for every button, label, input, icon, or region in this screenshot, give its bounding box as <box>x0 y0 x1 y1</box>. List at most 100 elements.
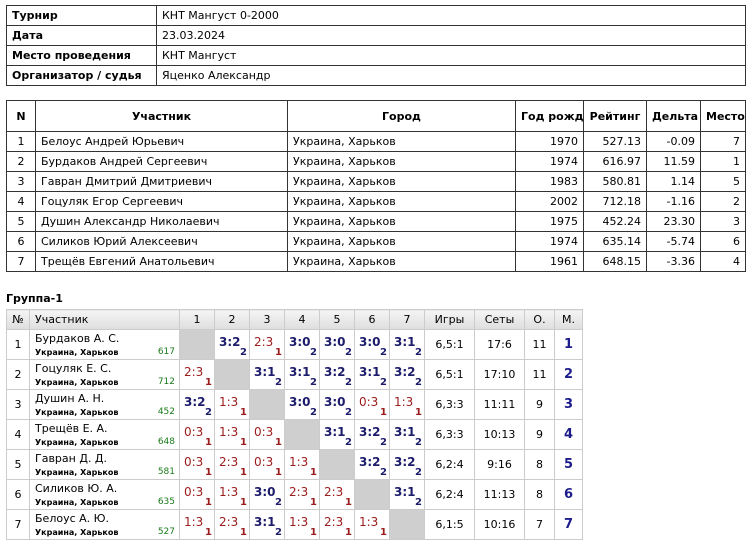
cell: 5 <box>700 171 746 192</box>
result-cell: 0:3 1 <box>179 449 215 480</box>
place: 3 <box>554 389 583 420</box>
result-cell: 2:3 1 <box>319 509 355 540</box>
column-header: М. <box>554 309 583 330</box>
result-cell: 3:0 2 <box>354 329 390 360</box>
group-title: Группа-1 <box>6 292 63 305</box>
result-cell: 3:2 2 <box>179 389 215 420</box>
participant-row: 1 Белоус Андрей Юрьевич Украина, Харьков 19… <box>6 131 746 152</box>
result-cell: 0:3 1 <box>249 449 285 480</box>
cell: 712.18 <box>583 191 647 212</box>
result-score: 3:0 <box>324 395 346 409</box>
player-cell: Душин А. Н. Украина, Харьков 452 <box>29 389 180 420</box>
cell: -5.74 <box>646 231 701 252</box>
player-city: Украина, Харьков <box>35 408 119 417</box>
self-cell <box>179 329 215 360</box>
self-cell <box>284 419 320 450</box>
cell: 1983 <box>515 171 584 192</box>
result-cell: 3:2 2 <box>354 419 390 450</box>
result-cell: 1:3 1 <box>284 449 320 480</box>
place: 2 <box>554 359 583 390</box>
result-score: 3:2 <box>324 365 346 379</box>
sets: 9:16 <box>474 449 525 480</box>
result-points: 1 <box>275 347 282 358</box>
result-cell: 1:3 1 <box>214 419 250 450</box>
result-score: 3:2 <box>359 455 381 469</box>
player-cell: Бурдаков А. С. Украина, Харьков 617 <box>29 329 180 360</box>
result-cell: 2:3 1 <box>249 329 285 360</box>
sets: 11:11 <box>474 389 525 420</box>
cell: 3 <box>6 171 36 192</box>
result-points: 1 <box>240 467 247 478</box>
player-name: Трещёв Е. А. <box>35 422 108 435</box>
result-points: 2 <box>275 497 282 508</box>
player-cell: Белоус А. Ю. Украина, Харьков 527 <box>29 509 180 540</box>
result-points: 1 <box>205 527 212 538</box>
result-score: 2:3 <box>219 515 239 529</box>
cell: Гоцуляк Егор Сергеевич <box>35 191 288 212</box>
player-city: Украина, Харьков <box>35 468 119 477</box>
cell: Украина, Харьков <box>287 151 516 172</box>
result-points: 1 <box>380 407 387 418</box>
result-score: 0:3 <box>359 395 379 409</box>
cell: 11.59 <box>646 151 701 172</box>
result-score: 1:3 <box>289 515 309 529</box>
player-name: Душин А. Н. <box>35 392 105 405</box>
participants-table: N Участник Город Год рожд. Рейтинг Дельта Мест… <box>6 100 746 272</box>
group-row: 2 Гоцуляк Е. С. Украина, Харьков 712 2:3 1 3:1… <box>6 359 583 390</box>
column-header: Игры <box>424 309 475 330</box>
result-points: 2 <box>345 407 352 418</box>
result-points: 1 <box>345 497 352 508</box>
group-row: 3 Душин А. Н. Украина, Харьков 452 3:2 2 1:3 1 3… <box>6 389 583 420</box>
column-header: 1 <box>179 309 215 330</box>
result-cell: 3:2 2 <box>214 329 250 360</box>
result-cell: 3:1 2 <box>249 509 285 540</box>
cell: 635.14 <box>583 231 647 252</box>
place: 4 <box>554 419 583 450</box>
self-cell <box>354 479 390 510</box>
sets: 17:6 <box>474 329 525 360</box>
player-city: Украина, Харьков <box>35 348 119 357</box>
row-number: 2 <box>6 359 30 390</box>
participant-row: 6 Силиков Юрий Алексеевич Украина, Харьков… <box>6 231 746 252</box>
player-name: Силиков Ю. А. <box>35 482 118 495</box>
cell: 6 <box>6 231 36 252</box>
result-score: 3:0 <box>289 395 311 409</box>
cell: 7 <box>6 251 36 272</box>
result-cell: 3:1 2 <box>319 419 355 450</box>
row-number: 5 <box>6 449 30 480</box>
column-header: Место <box>700 100 746 132</box>
info-row: Турнир КНТ Мангуст 0-2000 <box>6 5 746 26</box>
result-score: 2:3 <box>289 485 309 499</box>
result-points: 2 <box>345 347 352 358</box>
player-name: Гоцуляк Е. С. <box>35 362 112 375</box>
info-value: Яценко Александр <box>156 65 746 86</box>
games: 6,3:3 <box>424 389 475 420</box>
result-score: 3:1 <box>324 425 346 439</box>
result-points: 2 <box>380 437 387 448</box>
cell: 6 <box>700 231 746 252</box>
result-points: 1 <box>415 407 422 418</box>
cell: Трещёв Евгений Анатольевич <box>35 251 288 272</box>
header-row: N Участник Город Год рожд. Рейтинг Дельта Мест… <box>6 100 746 132</box>
player-city: Украина, Харьков <box>35 438 119 447</box>
player-rating: 581 <box>157 467 175 477</box>
result-points: 1 <box>310 497 317 508</box>
header-row: № Участник 1 2 3 4 5 6 7 Игры Сеты О. М. <box>6 309 583 330</box>
result-points: 2 <box>275 377 282 388</box>
column-header: 3 <box>249 309 285 330</box>
cell: 1975 <box>515 211 584 232</box>
result-score: 0:3 <box>184 455 204 469</box>
group-row: 1 Бурдаков А. С. Украина, Харьков 617 3:2 2 2:… <box>6 329 583 360</box>
result-cell: 3:0 2 <box>249 479 285 510</box>
info-value: 23.03.2024 <box>156 25 746 46</box>
cell: Украина, Харьков <box>287 171 516 192</box>
player-rating: 635 <box>157 497 175 507</box>
result-points: 1 <box>240 437 247 448</box>
cell: Гавран Дмитрий Дмитриевич <box>35 171 288 192</box>
result-points: 2 <box>345 437 352 448</box>
result-cell: 3:1 2 <box>389 329 425 360</box>
cell: Украина, Харьков <box>287 131 516 152</box>
cell: 1.14 <box>646 171 701 192</box>
result-cell: 1:3 1 <box>214 479 250 510</box>
cell: 527.13 <box>583 131 647 152</box>
